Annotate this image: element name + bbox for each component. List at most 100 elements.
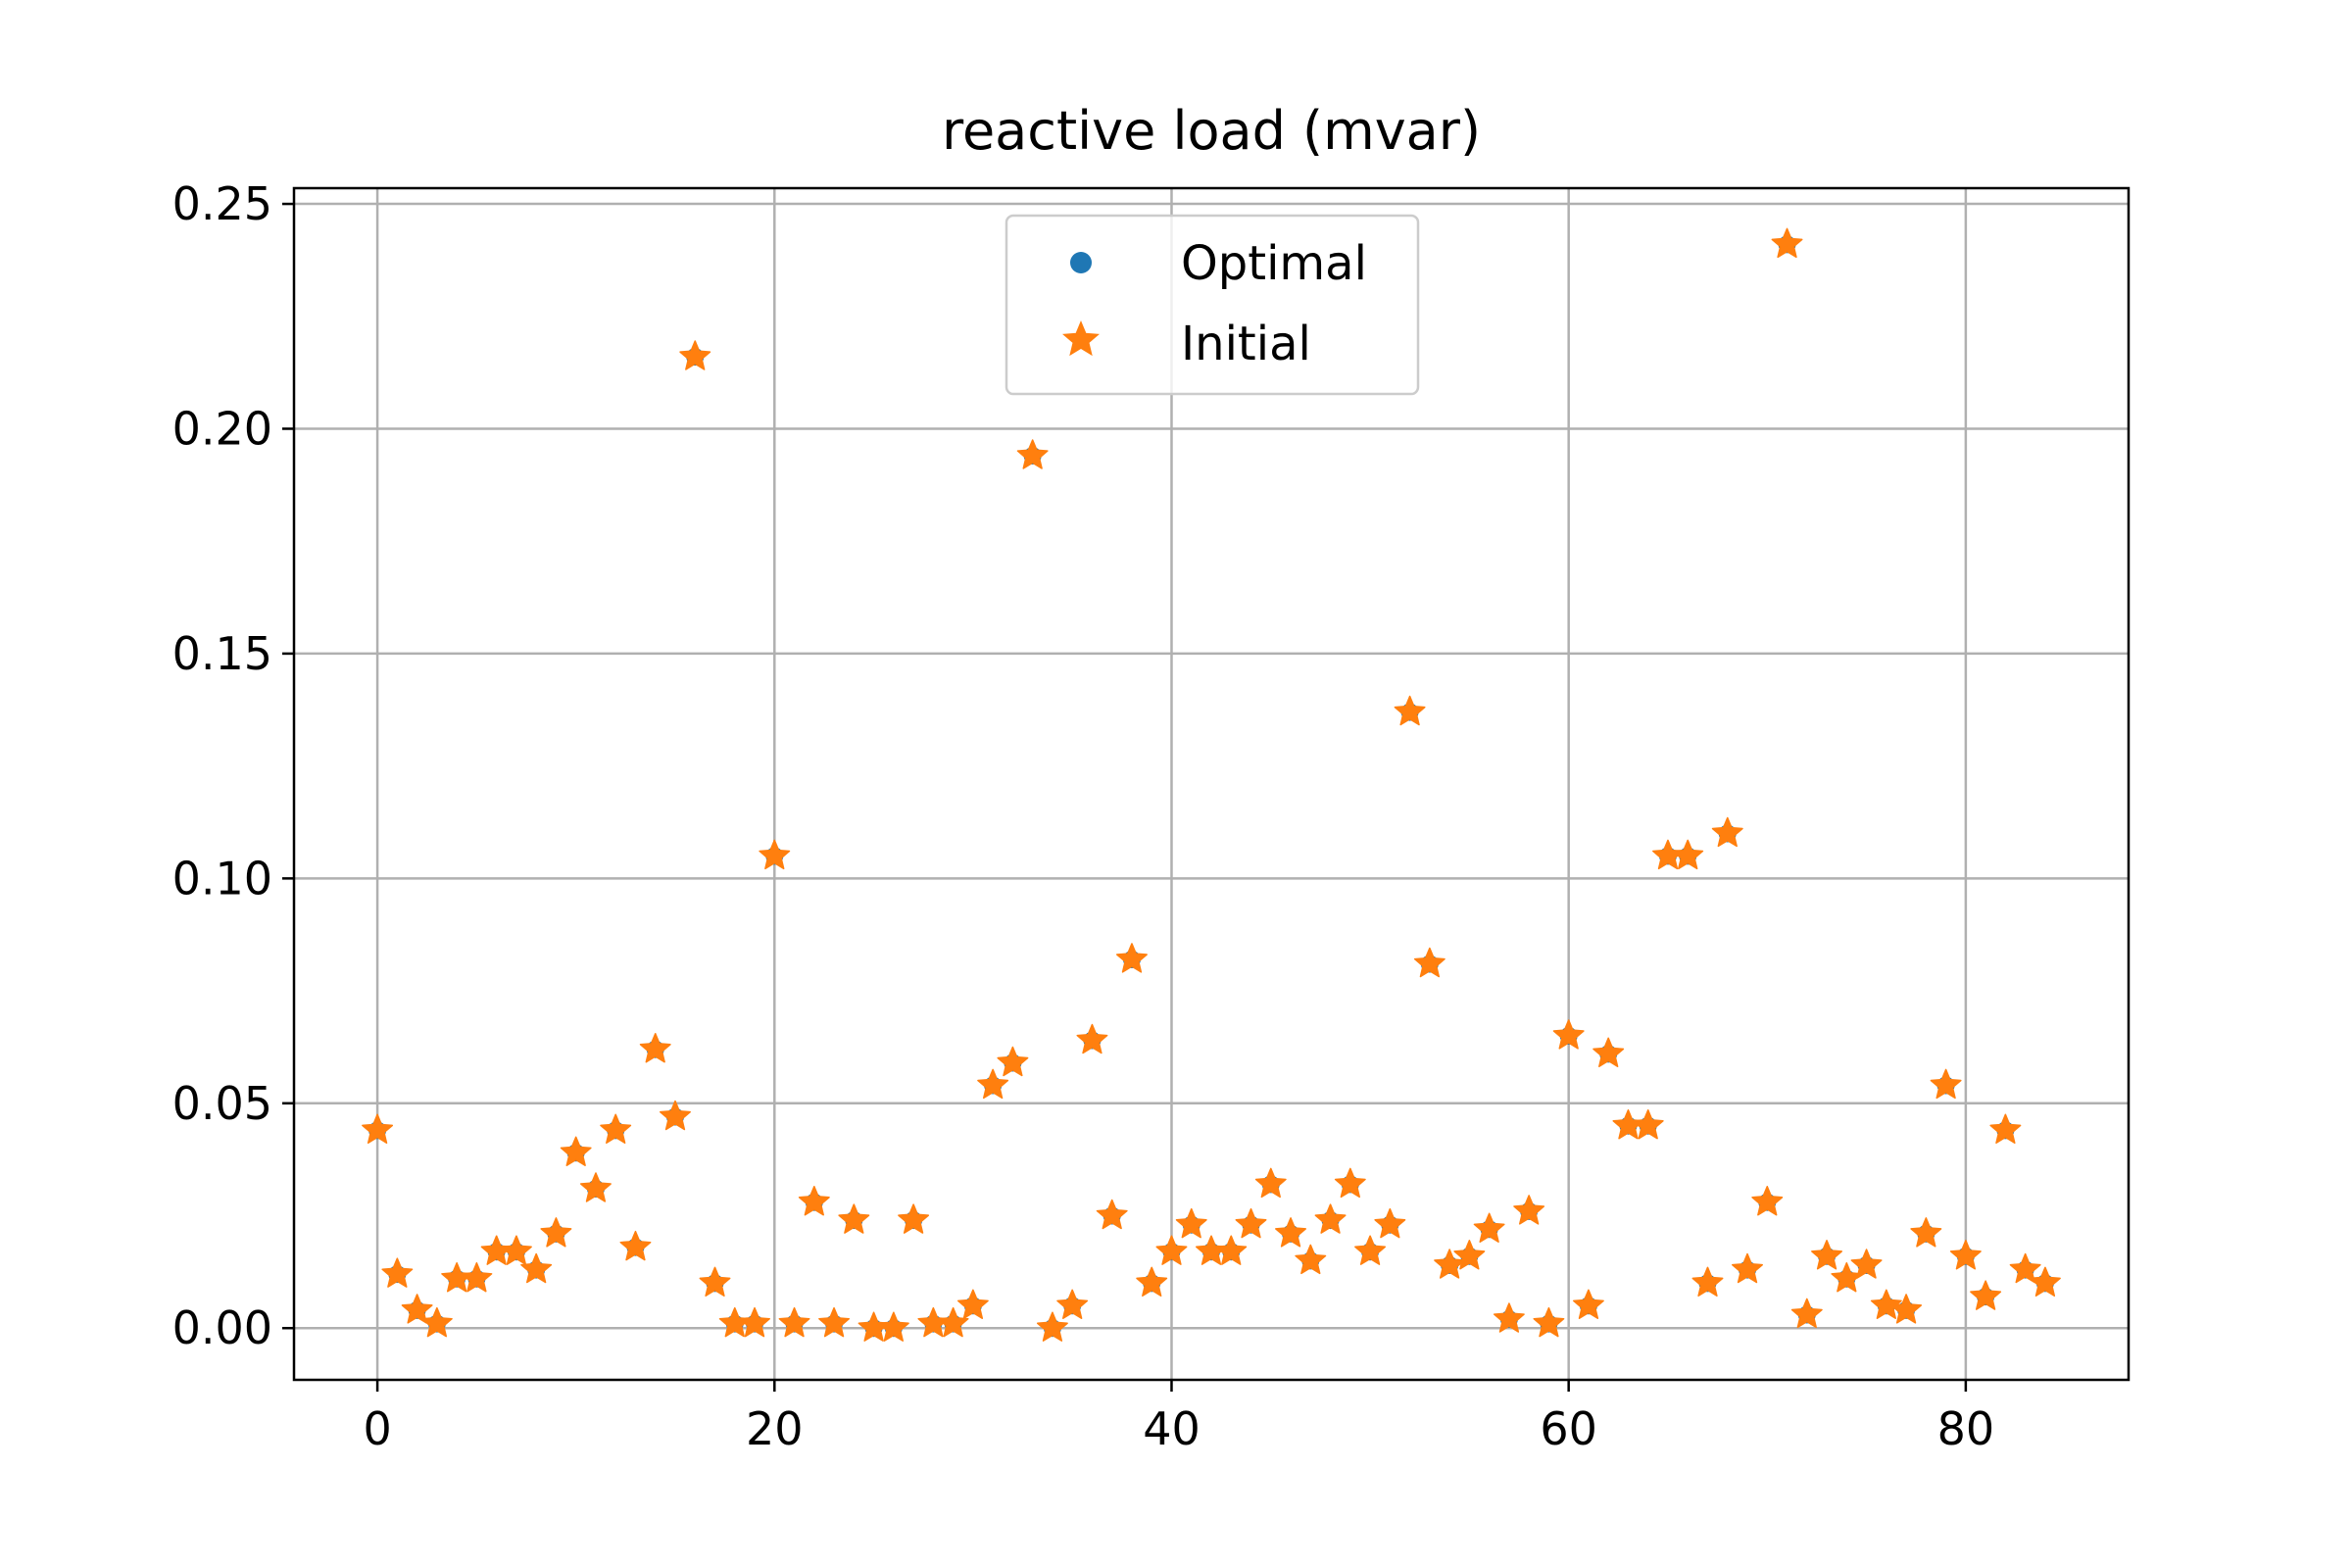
data-point <box>1056 1289 1089 1319</box>
data-point <box>420 1306 453 1338</box>
data-point <box>1930 1068 1962 1100</box>
legend-label: Optimal <box>1181 236 1367 291</box>
data-point <box>660 1100 691 1131</box>
data-point <box>1453 1240 1486 1270</box>
y-tick-label: 0.15 <box>172 627 272 680</box>
data-point <box>997 1046 1029 1077</box>
data-point <box>1850 1249 1883 1279</box>
y-tick-label: 0.10 <box>172 852 272 905</box>
data-point <box>1076 1023 1108 1054</box>
data-point <box>1115 943 1148 973</box>
data-point <box>1533 1306 1565 1338</box>
data-point <box>1970 1280 2002 1310</box>
data-point <box>1771 227 1803 259</box>
data-point <box>1811 1240 1843 1270</box>
data-point <box>1572 1289 1604 1319</box>
x-tick-label: 40 <box>1143 1402 1200 1455</box>
plot-area-frame <box>292 186 2131 1382</box>
data-point <box>1552 1019 1585 1050</box>
data-point <box>461 1262 493 1293</box>
data-point <box>1334 1167 1366 1199</box>
data-point <box>362 1113 394 1145</box>
legend: Optimal Initial <box>1004 214 1420 396</box>
data-point <box>759 839 791 870</box>
x-tick-label: 80 <box>1937 1402 1995 1455</box>
data-point <box>1632 1108 1664 1140</box>
data-point <box>1295 1244 1327 1275</box>
data-point <box>1870 1289 1902 1319</box>
data-point <box>1493 1302 1525 1333</box>
x-tick-label: 20 <box>746 1402 804 1455</box>
data-point <box>1314 1203 1347 1234</box>
data-point <box>739 1306 770 1338</box>
series-initial <box>362 227 2061 1342</box>
data-point <box>540 1217 572 1248</box>
data-points <box>362 227 2061 1342</box>
data-point <box>381 1257 414 1288</box>
data-point <box>699 1266 731 1298</box>
legend-entry: Optimal <box>1070 236 1367 291</box>
data-point <box>1096 1199 1128 1230</box>
data-point <box>600 1113 632 1145</box>
data-point <box>401 1294 433 1324</box>
data-point <box>560 1136 592 1166</box>
x-tick-label: 60 <box>1540 1402 1597 1455</box>
data-point <box>1235 1207 1267 1239</box>
data-point <box>1691 1266 1724 1298</box>
data-point <box>1513 1195 1545 1225</box>
data-point <box>798 1186 830 1216</box>
y-tick-label: 0.05 <box>172 1077 272 1130</box>
y-tick-label: 0.25 <box>172 177 272 230</box>
data-point <box>977 1068 1009 1100</box>
data-point <box>2029 1266 2061 1298</box>
chart-title: reactive load (mvar) <box>942 100 1481 162</box>
data-point <box>838 1203 870 1234</box>
axis-ticks: 0 20 40 60 80 0.00 0.05 0.10 0.15 0.20 0.25 <box>172 177 1995 1455</box>
data-point <box>1672 839 1704 870</box>
data-point <box>898 1203 930 1234</box>
data-point <box>619 1230 652 1261</box>
legend-box <box>1004 214 1420 396</box>
data-point <box>1890 1294 1923 1324</box>
data-point <box>1790 1298 1823 1329</box>
x-tick-label: 0 <box>363 1402 391 1455</box>
legend-marker <box>1070 252 1092 273</box>
data-point <box>1711 816 1743 848</box>
data-point <box>778 1306 810 1338</box>
data-point <box>1374 1207 1406 1239</box>
data-point <box>1949 1240 1982 1270</box>
data-point <box>1036 1311 1068 1342</box>
data-point <box>679 340 711 370</box>
data-point <box>520 1252 553 1284</box>
data-point <box>639 1032 671 1063</box>
legend-entry: Initial <box>1062 317 1311 371</box>
data-point <box>1732 1252 1763 1284</box>
data-point <box>1910 1217 1942 1248</box>
data-point <box>1175 1207 1207 1239</box>
data-point <box>1473 1212 1505 1243</box>
data-point <box>818 1306 851 1338</box>
data-point <box>1254 1167 1287 1199</box>
data-point <box>956 1289 989 1319</box>
data-point <box>877 1311 909 1342</box>
data-point <box>1751 1186 1784 1216</box>
data-point <box>1989 1113 2022 1145</box>
data-point <box>1016 439 1049 469</box>
data-point <box>1434 1249 1466 1279</box>
legend-label: Initial <box>1181 317 1311 371</box>
data-point <box>1136 1266 1168 1298</box>
y-tick-label: 0.20 <box>172 402 272 455</box>
data-point <box>1155 1235 1188 1265</box>
data-point <box>579 1172 612 1202</box>
legend-marker <box>1062 320 1100 357</box>
data-point <box>1215 1235 1248 1265</box>
y-tick-label: 0.00 <box>172 1301 272 1354</box>
series-optimal <box>368 235 2054 1338</box>
data-point <box>1394 695 1426 726</box>
data-point <box>1413 947 1446 978</box>
data-point <box>500 1235 532 1265</box>
data-point <box>1275 1217 1307 1248</box>
data-point <box>1354 1235 1387 1265</box>
data-point <box>1592 1037 1625 1068</box>
